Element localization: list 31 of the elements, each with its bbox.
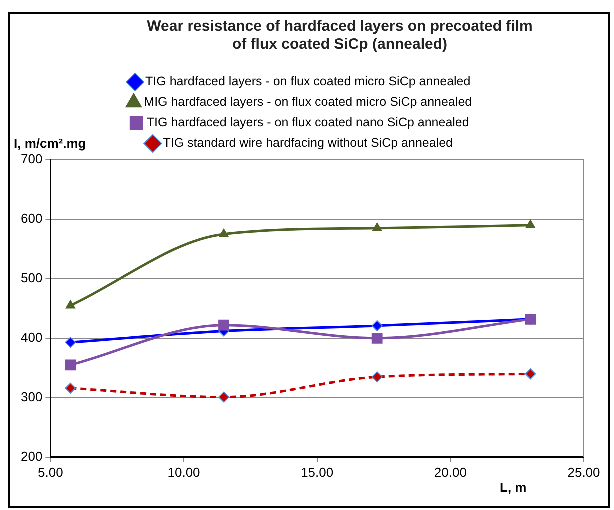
point <box>372 222 382 232</box>
x-axis-title: L, m <box>500 480 527 495</box>
point <box>525 368 536 380</box>
point <box>66 300 76 309</box>
y-tick-label: 200 <box>20 448 43 464</box>
y-tick-label: 300 <box>20 390 43 404</box>
legend-label: TIG hardfaced layers - on flux coated micro SiCp annealed <box>146 74 471 89</box>
point <box>218 392 230 403</box>
y-axis-title: I, m/cm².mg <box>14 136 86 151</box>
x-tick-label: 20.00 <box>434 464 467 480</box>
legend-label: TIG hardfaced layers - on flux coated nano SiCp annealed <box>146 116 470 130</box>
x-tick-label: 15.00 <box>301 464 334 480</box>
point <box>65 337 76 348</box>
legend-label: TIG standard wire hardfacing without SiCp annealed <box>163 136 454 150</box>
y-tick-label: 400 <box>20 330 43 346</box>
x-tick-label: 10.00 <box>168 464 200 480</box>
point <box>219 228 229 238</box>
y-tick-label: 500 <box>20 270 43 286</box>
y-tick-label: 700 <box>20 152 43 167</box>
point <box>218 320 230 331</box>
x-tick-label: 25.00 <box>568 464 600 480</box>
legend-label: MIG hardfaced layers - on flux coated micro SiCp annealed <box>144 95 472 110</box>
point <box>372 372 383 383</box>
point <box>372 320 383 332</box>
y-tick-label: 600 <box>20 211 43 226</box>
x-tick-label: 5.00 <box>38 464 64 480</box>
point <box>372 332 383 344</box>
point <box>65 360 76 371</box>
point <box>65 382 76 394</box>
chart-title: Wear resistance of hardfaced layers on precoated film of flux coated SiCp (annealed) <box>146 18 534 54</box>
point <box>526 220 536 228</box>
